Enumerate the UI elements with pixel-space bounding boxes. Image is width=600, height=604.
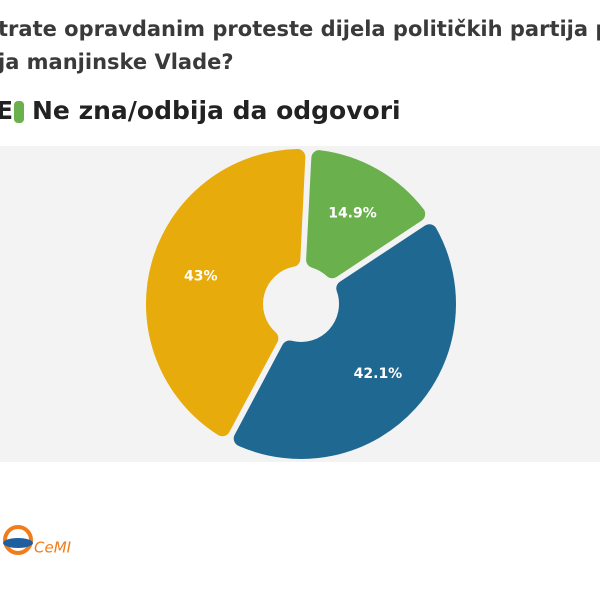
legend-marker — [14, 101, 24, 123]
title-line: ja manjinske Vlade? — [0, 50, 234, 74]
logo-icon — [3, 525, 33, 555]
pie-slice — [233, 224, 456, 459]
logo-text: CeMI — [34, 539, 72, 557]
data-label: 14.9% — [328, 206, 377, 222]
pie-slice — [146, 149, 306, 437]
data-label: 43% — [184, 268, 218, 284]
pie: 14.9% 42.1% 43% — [146, 149, 456, 459]
pie-slice — [306, 150, 426, 279]
legend-label: E — [0, 96, 13, 125]
data-label: 42.1% — [354, 366, 403, 382]
legend-label: Ne zna/odbija da odgovori — [32, 96, 401, 125]
title-line: trate opravdanim proteste dijela politič… — [0, 17, 600, 41]
logo: CeMI — [3, 525, 72, 557]
logo-icon — [3, 538, 33, 548]
